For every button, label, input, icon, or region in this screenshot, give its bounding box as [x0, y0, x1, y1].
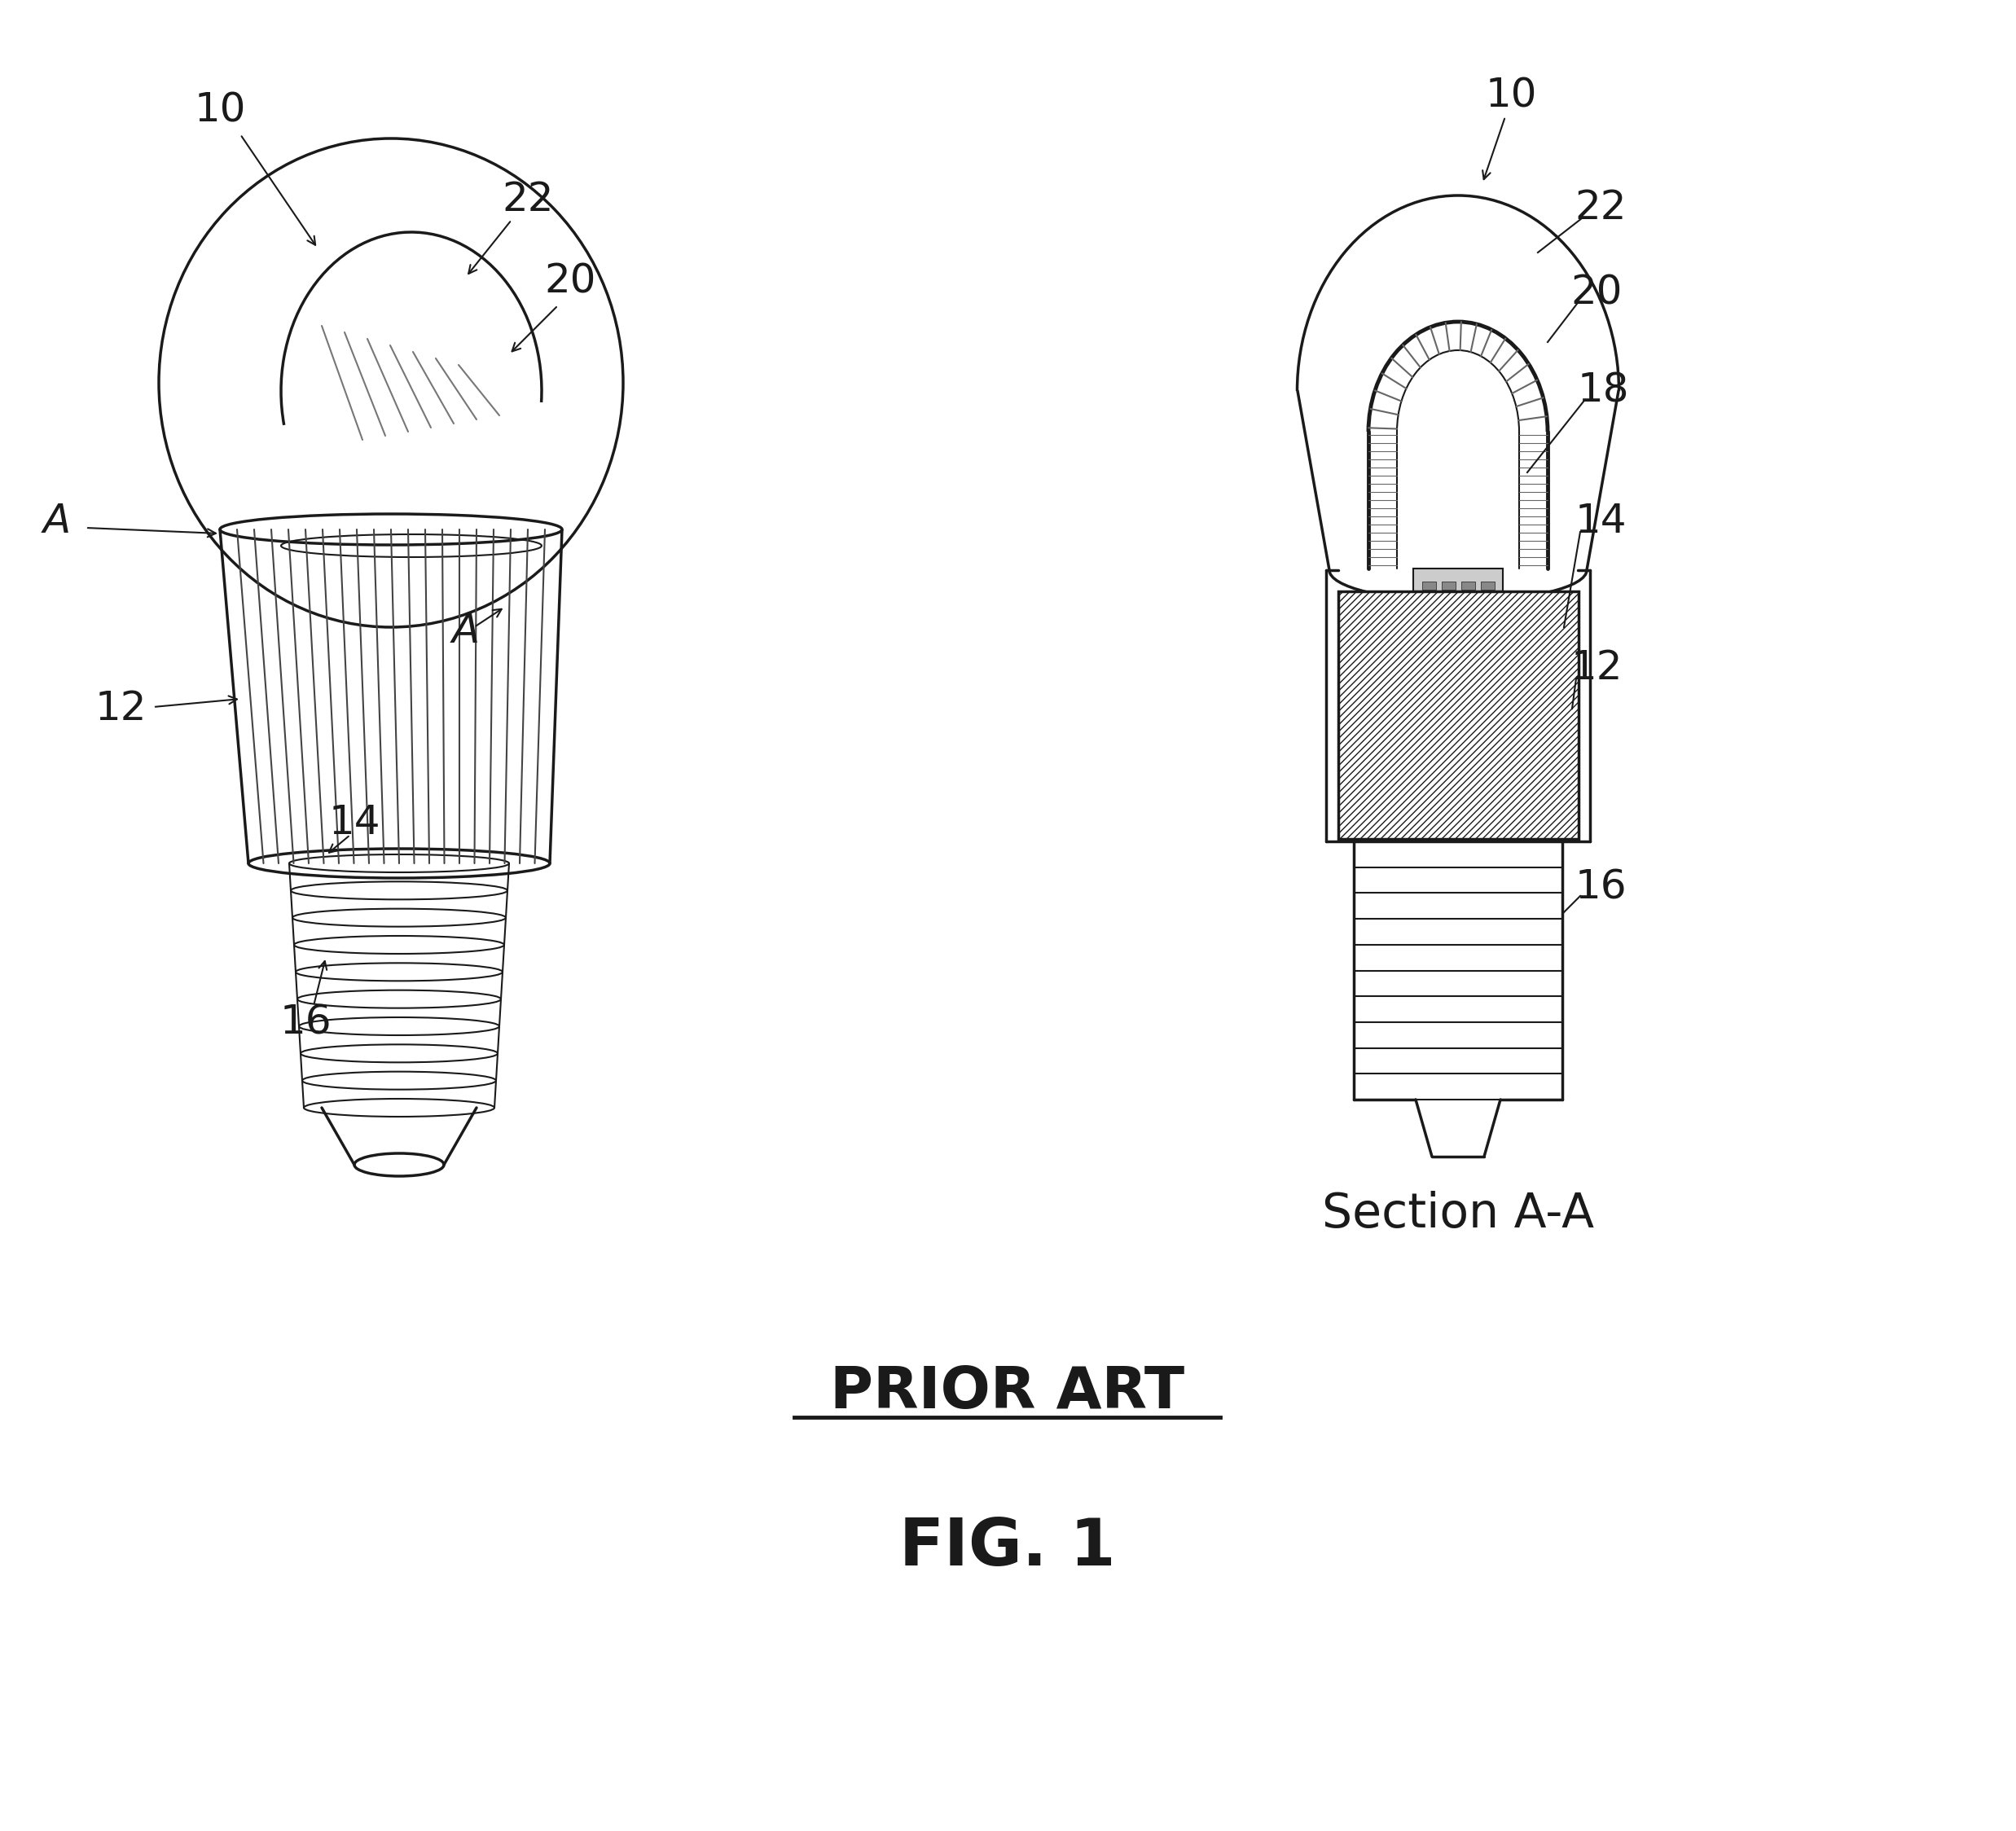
Bar — [1339, 591, 1579, 839]
Text: 10: 10 — [1486, 77, 1536, 115]
Text: 22: 22 — [502, 179, 554, 220]
Text: A: A — [452, 612, 480, 650]
Text: A: A — [42, 502, 71, 540]
Text: 18: 18 — [1577, 372, 1629, 410]
Text: 16: 16 — [280, 1003, 331, 1042]
Bar — [1482, 582, 1494, 590]
Bar — [1421, 582, 1435, 590]
Text: 12: 12 — [1570, 648, 1623, 687]
Text: FIG. 1: FIG. 1 — [899, 1516, 1115, 1580]
Text: 14: 14 — [1574, 502, 1627, 540]
Bar — [1413, 568, 1502, 591]
Text: 22: 22 — [1574, 189, 1627, 227]
Text: 16: 16 — [1574, 868, 1627, 908]
Text: 12: 12 — [95, 688, 147, 729]
Bar — [1441, 582, 1456, 590]
Text: 14: 14 — [329, 804, 381, 842]
Text: 20: 20 — [1570, 273, 1623, 313]
Bar — [1462, 582, 1476, 590]
Text: 20: 20 — [544, 262, 597, 300]
Text: 10: 10 — [194, 90, 246, 130]
Text: Section A-A: Section A-A — [1322, 1190, 1595, 1236]
Text: PRIOR ART: PRIOR ART — [831, 1364, 1185, 1421]
